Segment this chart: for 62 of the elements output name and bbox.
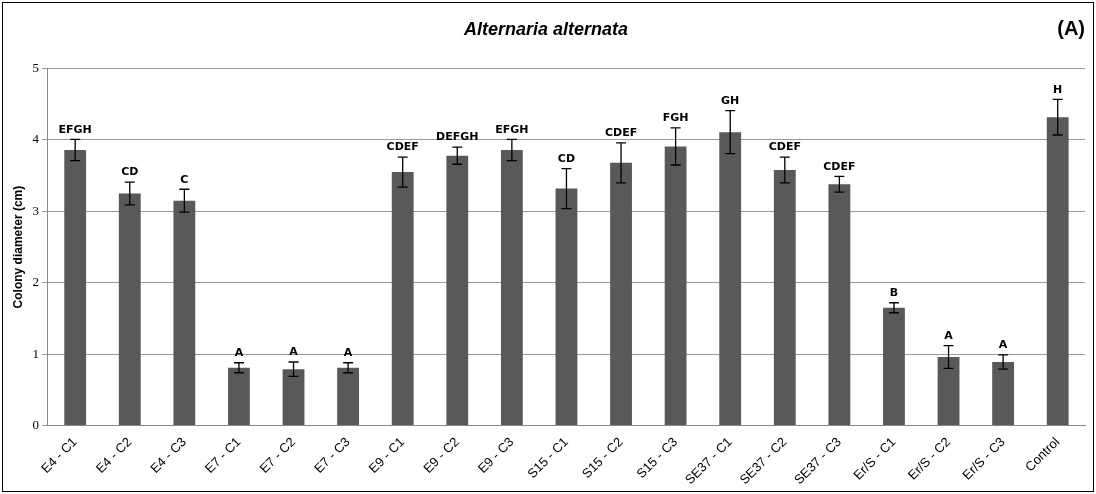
bar — [500, 149, 523, 426]
annotation: C — [180, 172, 189, 186]
y-tick-label: 5 — [32, 60, 39, 76]
bar — [446, 155, 469, 426]
bar — [228, 367, 250, 426]
x-tick-label: E4 - C2 — [92, 434, 135, 476]
bar — [937, 357, 960, 426]
annotation: CDEF — [386, 140, 419, 154]
y-axis-title: Colony diameter (cm) — [10, 185, 25, 309]
x-tick-label: S15 - C3 — [633, 434, 681, 482]
bar — [610, 162, 632, 426]
annotation: DEFGH — [436, 130, 479, 144]
bar — [1046, 117, 1069, 426]
bar — [391, 172, 414, 426]
annotation: CD — [121, 165, 139, 179]
x-tick-label: Er/S - C3 — [959, 434, 1008, 483]
bar — [883, 307, 905, 426]
x-tick-label: E9 - C3 — [474, 434, 517, 476]
x-tick-label: Er/S - C1 — [850, 434, 899, 483]
x-tick-label: E7 - C2 — [256, 434, 299, 476]
annotation: CD — [557, 151, 576, 165]
annotation: FGH — [662, 111, 689, 125]
bar — [282, 369, 305, 426]
bar — [118, 193, 141, 426]
annotation: GH — [721, 94, 740, 108]
annotation: EFGH — [58, 122, 92, 136]
y-tick-label: 4 — [32, 131, 40, 147]
bar — [828, 184, 851, 426]
x-tick-label: S15 - C2 — [578, 434, 626, 482]
annotation: CDEF — [768, 140, 801, 154]
annotation: A — [234, 346, 244, 360]
y-tick-label: 2 — [32, 274, 39, 290]
annotation: A — [289, 345, 299, 359]
annotation: A — [343, 346, 353, 360]
bar — [719, 132, 742, 426]
bar — [64, 149, 87, 426]
y-tick-label: 0 — [32, 416, 39, 432]
x-tick-label: E9 - C2 — [420, 434, 462, 476]
annotation: CDEF — [823, 159, 856, 173]
x-tick-label: E7 - C3 — [310, 434, 353, 476]
x-tick-label: S15 - C1 — [524, 434, 572, 482]
y-tick-label: 3 — [32, 202, 39, 218]
x-tick-label: E7 - C1 — [201, 434, 244, 476]
annotation: B — [889, 286, 899, 300]
x-tick-label: Er/S - C2 — [904, 434, 954, 483]
x-tick-label: E9 - C1 — [365, 434, 408, 476]
chart-title: Alternaria alternata — [462, 18, 629, 39]
bar — [992, 362, 1015, 426]
bar — [555, 188, 578, 426]
y-tick-label: 1 — [32, 345, 39, 361]
annotation: A — [944, 328, 954, 342]
x-tick-label: E4 - C3 — [147, 434, 190, 476]
annotation: A — [998, 338, 1008, 352]
bar — [664, 146, 687, 426]
x-tick-label: E4 - C1 — [38, 434, 80, 476]
annotation: CDEF — [604, 126, 638, 140]
bar — [337, 367, 360, 426]
bar — [773, 169, 796, 426]
text: (A) — [1057, 16, 1085, 39]
bar — [173, 200, 196, 426]
annotation: EFGH — [495, 122, 529, 136]
annotation: H — [1053, 82, 1063, 96]
